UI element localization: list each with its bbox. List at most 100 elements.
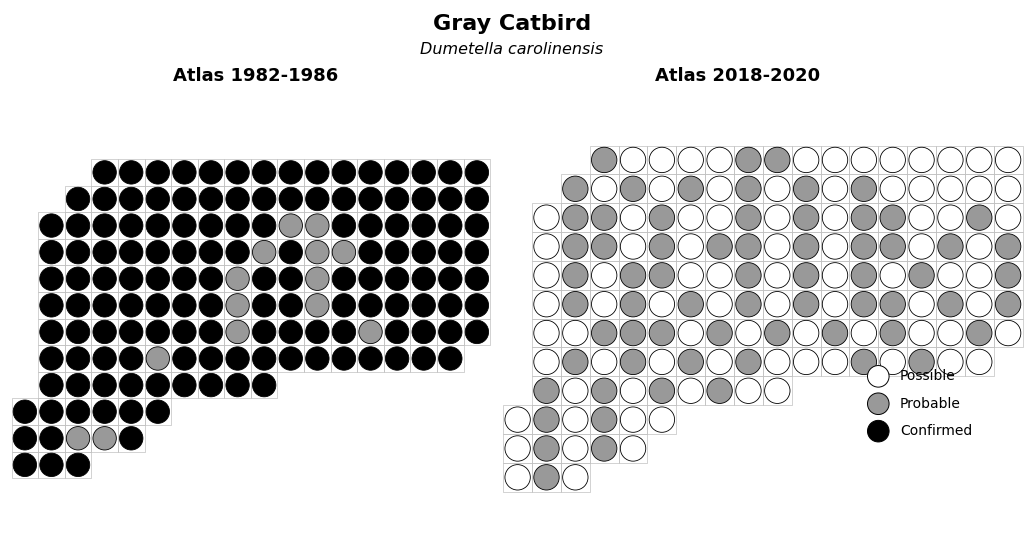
Bar — [734, 348, 763, 376]
Circle shape — [385, 160, 409, 184]
Circle shape — [967, 176, 992, 201]
Bar — [464, 212, 490, 239]
Bar — [411, 239, 437, 266]
Circle shape — [880, 205, 905, 230]
Circle shape — [226, 347, 249, 370]
Circle shape — [995, 320, 1021, 346]
Bar — [331, 266, 357, 292]
Bar — [384, 186, 411, 212]
Circle shape — [332, 160, 355, 184]
Circle shape — [93, 267, 117, 291]
Bar — [11, 399, 38, 425]
Bar — [850, 261, 879, 290]
Circle shape — [621, 291, 646, 317]
Circle shape — [173, 187, 197, 211]
Bar — [251, 266, 278, 292]
Circle shape — [358, 187, 382, 211]
Bar — [437, 159, 464, 186]
Circle shape — [562, 234, 588, 259]
Bar — [879, 261, 907, 290]
Bar — [676, 290, 706, 319]
Circle shape — [438, 347, 462, 370]
Bar — [198, 212, 224, 239]
Circle shape — [93, 240, 117, 264]
Bar — [437, 212, 464, 239]
Bar — [144, 399, 171, 425]
Circle shape — [765, 320, 790, 346]
Circle shape — [385, 320, 409, 344]
Circle shape — [736, 263, 761, 288]
Bar — [384, 319, 411, 345]
Bar — [936, 319, 965, 348]
Bar — [763, 376, 792, 405]
Bar — [464, 239, 490, 266]
Circle shape — [253, 214, 275, 237]
Circle shape — [707, 147, 732, 173]
Bar — [561, 376, 590, 405]
Bar — [503, 405, 532, 434]
Circle shape — [765, 291, 790, 317]
Circle shape — [649, 291, 675, 317]
Circle shape — [146, 214, 170, 237]
Circle shape — [226, 267, 249, 291]
Bar — [65, 319, 91, 345]
Bar — [331, 186, 357, 212]
Circle shape — [93, 293, 117, 317]
Bar — [676, 376, 706, 405]
Circle shape — [880, 234, 905, 259]
Bar — [384, 345, 411, 372]
Bar — [734, 376, 763, 405]
Bar — [706, 174, 734, 203]
Bar — [464, 319, 490, 345]
Bar — [676, 319, 706, 348]
Circle shape — [93, 160, 117, 184]
Bar — [590, 145, 618, 174]
Bar — [879, 290, 907, 319]
Circle shape — [851, 176, 877, 201]
Circle shape — [765, 176, 790, 201]
Circle shape — [305, 240, 329, 264]
Circle shape — [967, 263, 992, 288]
Bar — [965, 145, 993, 174]
Circle shape — [534, 349, 559, 375]
Bar — [706, 376, 734, 405]
Circle shape — [67, 293, 90, 317]
Circle shape — [967, 320, 992, 346]
Circle shape — [332, 267, 355, 291]
Bar — [993, 319, 1023, 348]
Circle shape — [13, 427, 37, 450]
Circle shape — [707, 263, 732, 288]
Circle shape — [707, 349, 732, 375]
Circle shape — [995, 291, 1021, 317]
Bar — [91, 239, 118, 266]
Circle shape — [851, 349, 877, 375]
Circle shape — [412, 293, 435, 317]
Circle shape — [412, 267, 435, 291]
Bar — [532, 434, 561, 463]
Bar — [792, 203, 820, 232]
Bar — [734, 203, 763, 232]
Circle shape — [534, 234, 559, 259]
Bar — [763, 232, 792, 261]
Bar — [224, 345, 251, 372]
Bar — [850, 145, 879, 174]
Circle shape — [120, 427, 143, 450]
Bar — [647, 348, 676, 376]
Bar — [65, 239, 91, 266]
Circle shape — [678, 263, 703, 288]
Circle shape — [173, 347, 197, 370]
Circle shape — [505, 465, 530, 490]
Bar — [118, 372, 144, 399]
Bar — [706, 203, 734, 232]
Circle shape — [280, 267, 302, 291]
Bar — [763, 203, 792, 232]
Bar — [38, 212, 65, 239]
Circle shape — [765, 234, 790, 259]
Bar — [706, 145, 734, 174]
Bar — [590, 232, 618, 261]
Circle shape — [880, 291, 905, 317]
Bar — [411, 212, 437, 239]
Circle shape — [438, 267, 462, 291]
Bar — [763, 290, 792, 319]
Circle shape — [146, 373, 170, 397]
